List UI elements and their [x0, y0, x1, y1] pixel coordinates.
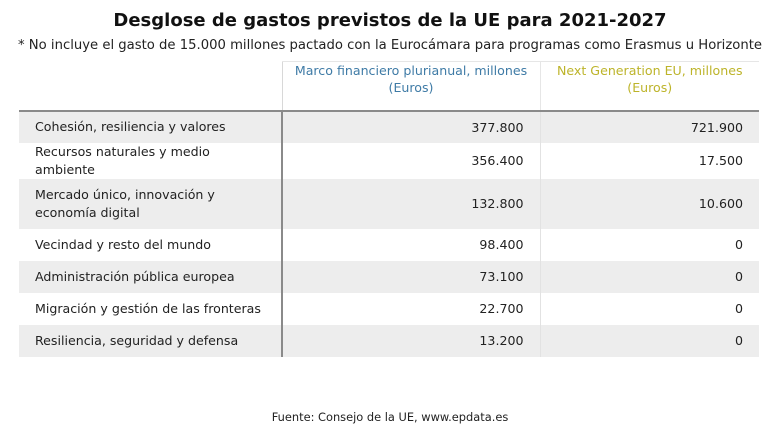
row-mff-value: 22.700	[281, 292, 540, 325]
source-note: Fuente: Consejo de la UE, www.epdata.es	[271, 410, 509, 424]
header-ngeu-line1: Next Generation EU, millones	[556, 63, 743, 78]
table-row: Vecindad y resto del mundo 98.400 0	[19, 228, 759, 261]
row-category: Vecindad y resto del mundo	[19, 228, 282, 261]
row-category: Resiliencia, seguridad y defensa	[19, 324, 282, 357]
chart-title: Desglose de gastos previstos de la UE pa…	[113, 10, 667, 31]
table-row: Recursos naturales y medio ambiente 356.…	[19, 142, 759, 179]
header-mff: Marco financiero plurianual, millones (E…	[281, 61, 540, 111]
row-category: Migración y gestión de las fronteras	[19, 292, 282, 325]
chart-subtitle: * No incluye el gasto de 15.000 millones…	[18, 38, 762, 53]
header-empty-cell	[19, 61, 282, 111]
table-row: Resiliencia, seguridad y defensa 13.200 …	[19, 324, 759, 357]
row-ngeu-value: 0	[539, 292, 759, 325]
row-category: Mercado único, innovación y economía dig…	[19, 178, 282, 229]
table-row: Mercado único, innovación y economía dig…	[19, 178, 759, 229]
row-mff-value: 13.200	[281, 324, 540, 357]
row-category-line1: Mercado único, innovación y	[35, 186, 215, 202]
header-ngeu: Next Generation EU, millones (Euros)	[539, 61, 759, 111]
row-ngeu-value: 721.900	[539, 109, 759, 143]
row-ngeu-value: 0	[539, 228, 759, 261]
row-category-line2: economía digital	[35, 204, 140, 220]
row-mff-value: 73.100	[281, 260, 540, 293]
expenditure-table: Marco financiero plurianual, millones (E…	[19, 61, 759, 357]
row-mff-value: 377.800	[281, 109, 540, 143]
header-mff-line1: Marco financiero plurianual, millones	[294, 63, 528, 78]
row-mff-value: 356.400	[281, 142, 540, 179]
row-mff-value: 98.400	[281, 228, 540, 261]
table-header-row: Marco financiero plurianual, millones (E…	[19, 61, 759, 111]
row-category: Administración pública europea	[19, 260, 282, 293]
row-ngeu-value: 0	[539, 260, 759, 293]
table-row: Cohesión, resiliencia y valores 377.800 …	[19, 109, 759, 143]
row-category: Recursos naturales y medio ambiente	[19, 142, 282, 179]
row-ngeu-value: 0	[539, 324, 759, 357]
row-ngeu-value: 10.600	[539, 178, 759, 229]
header-mff-line2: (Euros)	[388, 80, 434, 95]
table-row: Migración y gestión de las fronteras 22.…	[19, 292, 759, 325]
row-category: Cohesión, resiliencia y valores	[19, 109, 282, 143]
header-ngeu-line2: (Euros)	[627, 80, 673, 95]
row-mff-value: 132.800	[281, 178, 540, 229]
table-row: Administración pública europea 73.100 0	[19, 260, 759, 293]
row-ngeu-value: 17.500	[539, 142, 759, 179]
